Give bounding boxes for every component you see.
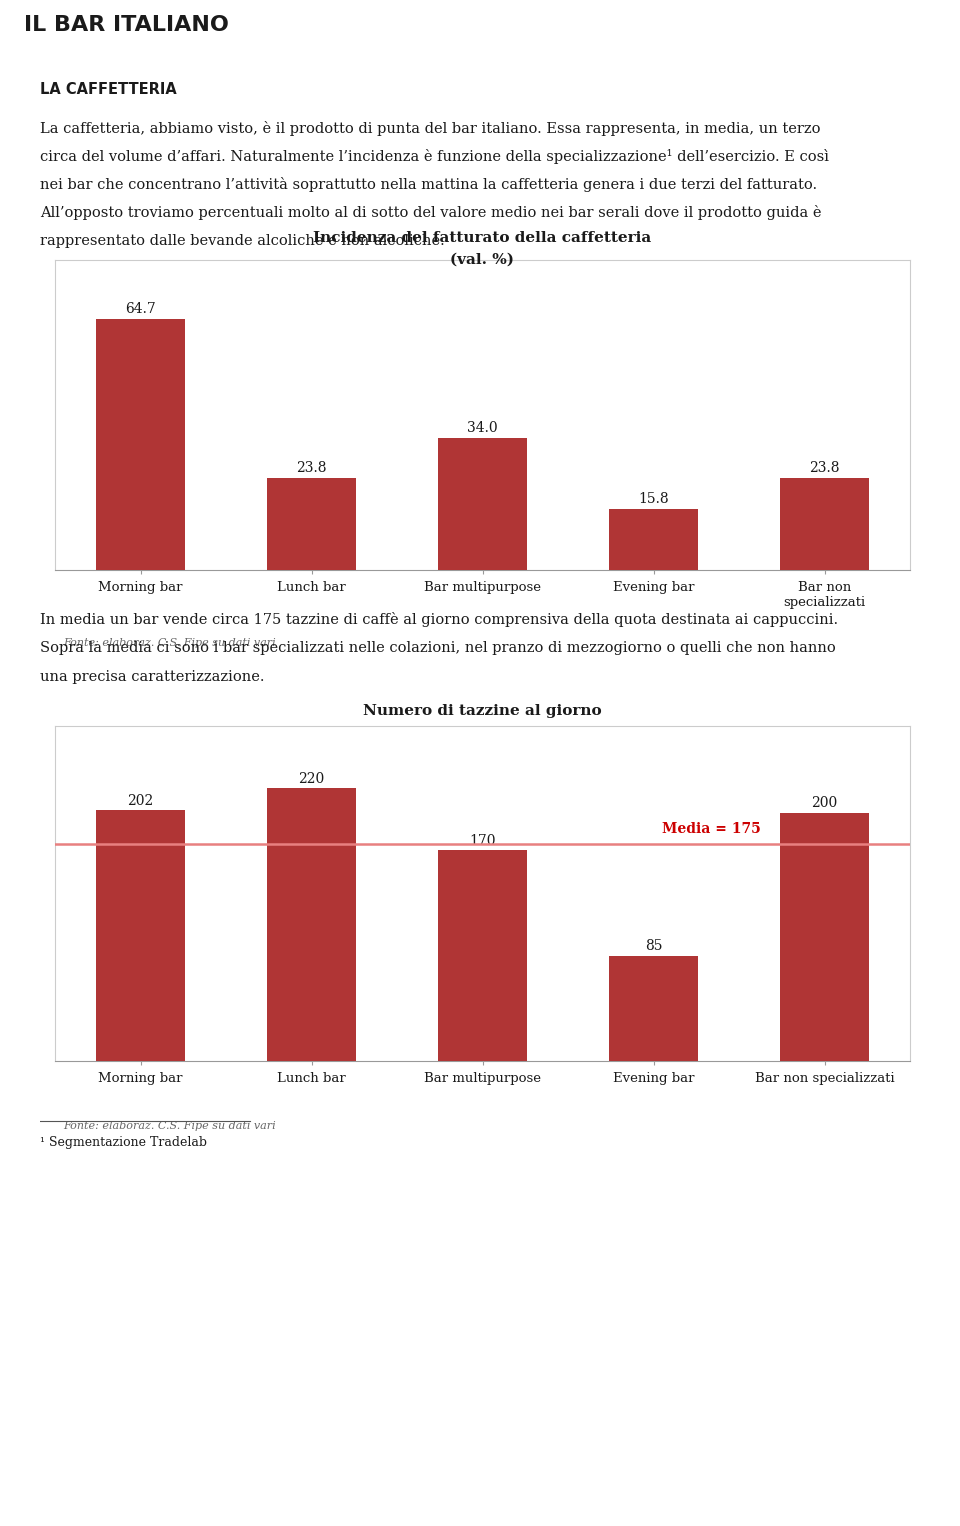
Text: Media = 175: Media = 175: [662, 823, 760, 836]
Text: 200: 200: [811, 797, 838, 810]
Text: 170: 170: [469, 833, 495, 847]
Text: LA CAFFETTERIA: LA CAFFETTERIA: [40, 81, 177, 96]
Bar: [96, 810, 185, 1061]
Text: 34.0: 34.0: [468, 421, 498, 435]
Bar: [438, 438, 527, 571]
Bar: [780, 813, 869, 1061]
Text: Fonte: elaboraz. C.S. Fipe su dati vari: Fonte: elaboraz. C.S. Fipe su dati vari: [63, 1122, 276, 1131]
Text: 13: 13: [468, 1183, 492, 1201]
Text: 202: 202: [128, 794, 154, 807]
Bar: [267, 787, 356, 1061]
Text: Sopra la media ci sono i bar specializzati nelle colazioni, nel pranzo di mezzog: Sopra la media ci sono i bar specializza…: [40, 641, 836, 655]
Text: 85: 85: [645, 938, 662, 954]
Text: Incidenza del fatturato della caffetteria: Incidenza del fatturato della caffetteri…: [313, 230, 652, 244]
Text: All’opposto troviamo percentuali molto al di sotto del valore medio nei bar sera: All’opposto troviamo percentuali molto a…: [40, 206, 822, 220]
Text: Fonte: elaboraz. C.S. Fipe su dati vari: Fonte: elaboraz. C.S. Fipe su dati vari: [63, 638, 276, 649]
Text: (val. %): (val. %): [450, 252, 515, 266]
Text: nei bar che concentrano l’attività soprattutto nella mattina la caffetteria gene: nei bar che concentrano l’attività sopra…: [40, 177, 817, 192]
Text: La caffetteria, abbiamo visto, è il prodotto di punta del bar italiano. Essa rap: La caffetteria, abbiamo visto, è il prod…: [40, 122, 821, 136]
Text: 220: 220: [299, 772, 324, 786]
Bar: [96, 319, 185, 571]
Text: una precisa caratterizzazione.: una precisa caratterizzazione.: [40, 670, 265, 684]
Text: rappresentato dalle bevande alcoliche e non alcoliche.: rappresentato dalle bevande alcoliche e …: [40, 233, 444, 249]
Title: Numero di tazzine al giorno: Numero di tazzine al giorno: [363, 703, 602, 717]
Text: 23.8: 23.8: [297, 461, 326, 475]
Bar: [609, 508, 698, 571]
Bar: [267, 478, 356, 571]
Text: 64.7: 64.7: [125, 302, 156, 316]
Text: ¹ Segmentazione Tradelab: ¹ Segmentazione Tradelab: [40, 1137, 207, 1149]
Text: 15.8: 15.8: [638, 491, 669, 505]
Text: Ufficio studi: Ufficio studi: [729, 15, 827, 34]
Text: 23.8: 23.8: [809, 461, 840, 475]
Text: IL BAR ITALIANO: IL BAR ITALIANO: [24, 15, 228, 35]
Text: circa del volume d’affari. Naturalmente l’incidenza è funzione della specializza: circa del volume d’affari. Naturalmente …: [40, 150, 829, 165]
Bar: [438, 850, 527, 1061]
Bar: [780, 478, 869, 571]
Text: In media un bar vende circa 175 tazzine di caffè al giorno comprensiva della quo: In media un bar vende circa 175 tazzine …: [40, 612, 838, 627]
Bar: [609, 955, 698, 1061]
